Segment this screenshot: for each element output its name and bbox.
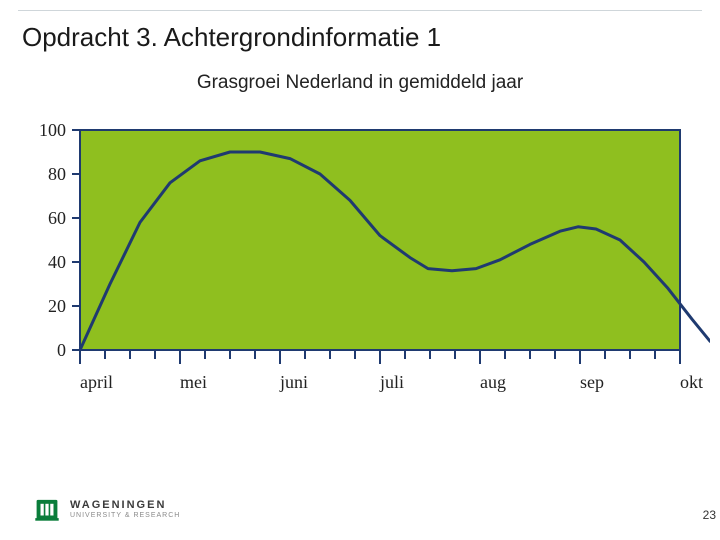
svg-text:sep: sep xyxy=(580,372,604,392)
footer-text: WAGENINGEN UNIVERSITY & RESEARCH xyxy=(70,499,180,519)
page-number: 23 xyxy=(703,508,716,522)
wageningen-logo-icon xyxy=(34,496,60,522)
svg-text:okt: okt xyxy=(680,372,703,392)
grass-growth-chart: 0 20 40 60 80 100 april mei juni juli aug sep okt xyxy=(10,120,710,430)
svg-text:80: 80 xyxy=(48,164,66,184)
svg-text:60: 60 xyxy=(48,208,66,228)
svg-text:mei: mei xyxy=(180,372,207,392)
footer-branding: WAGENINGEN UNIVERSITY & RESEARCH xyxy=(34,496,180,522)
svg-text:40: 40 xyxy=(48,252,66,272)
svg-text:20: 20 xyxy=(48,296,66,316)
svg-text:aug: aug xyxy=(480,372,506,392)
svg-text:100: 100 xyxy=(39,120,66,140)
footer-org: WAGENINGEN xyxy=(70,499,180,511)
page-title: Opdracht 3. Achtergrondinformatie 1 xyxy=(22,22,441,53)
top-divider xyxy=(18,10,702,11)
chart-svg: 0 20 40 60 80 100 april mei juni juli aug sep okt xyxy=(10,120,710,430)
svg-text:0: 0 xyxy=(57,340,66,360)
chart-subtitle: Grasgroei Nederland in gemiddeld jaar xyxy=(0,72,720,94)
svg-text:juli: juli xyxy=(379,372,404,392)
svg-text:april: april xyxy=(80,372,113,392)
footer-org-sub: UNIVERSITY & RESEARCH xyxy=(70,512,180,519)
svg-text:juni: juni xyxy=(279,372,308,392)
